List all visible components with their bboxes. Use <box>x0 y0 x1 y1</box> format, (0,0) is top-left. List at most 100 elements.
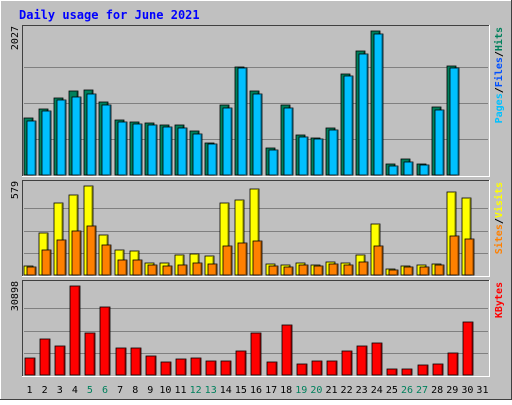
day-11-bars <box>174 254 188 276</box>
day-9-bars <box>145 355 157 376</box>
day-24-bars <box>371 342 383 376</box>
x-tick-label: 18 <box>280 385 292 396</box>
y-axis-max-label: 2027 <box>10 26 21 50</box>
bar-files <box>71 96 82 176</box>
legend-entry: KBytes <box>494 282 505 318</box>
x-tick-label: 9 <box>147 385 153 396</box>
bar-kbytes <box>54 345 66 376</box>
day-27-bars <box>416 163 430 176</box>
legend-separator: / <box>494 218 505 224</box>
day-12-bars <box>189 253 203 276</box>
day-19-bars <box>295 262 309 276</box>
bar-kbytes <box>160 361 172 376</box>
x-tick-label: 10 <box>159 385 171 396</box>
day-20-bars <box>311 360 323 376</box>
bar-files <box>449 67 460 176</box>
day-4-bars <box>68 90 82 176</box>
day-14-bars <box>219 202 233 276</box>
x-tick-label: 28 <box>431 385 443 396</box>
bar-sites <box>162 265 173 276</box>
day-1-bars <box>24 357 36 376</box>
day-16-bars <box>249 188 263 276</box>
day-11-bars <box>174 124 188 176</box>
day-1-bars <box>23 117 37 176</box>
day-5-bars <box>83 89 97 176</box>
x-tick-label: 20 <box>310 385 322 396</box>
day-24-bars <box>370 30 384 176</box>
day-8-bars <box>129 250 143 276</box>
bar-kbytes <box>356 345 368 376</box>
bar-kbytes <box>386 368 398 376</box>
x-tick-label: 19 <box>295 385 307 396</box>
bar-kbytes <box>115 347 127 376</box>
bar-files <box>298 136 309 176</box>
bar-sites <box>373 245 384 276</box>
bar-files <box>147 124 158 176</box>
day-12-bars <box>189 130 203 176</box>
day-30-bars <box>462 321 474 376</box>
bar-kbytes <box>417 364 429 376</box>
legend-entry: Hits <box>493 27 505 51</box>
day-20-bars <box>310 137 324 176</box>
day-16-bars <box>250 332 262 376</box>
day-27-bars <box>416 264 430 276</box>
bar-sites <box>192 262 203 276</box>
bar-files <box>328 129 339 176</box>
day-21-bars <box>326 360 338 376</box>
y-axis-max-label: 579 <box>10 181 21 199</box>
bar-kbytes <box>432 363 444 376</box>
day-1-bars <box>23 265 37 276</box>
x-tick-label: 21 <box>325 385 337 396</box>
day-4-bars <box>69 285 81 376</box>
bar-files <box>56 99 67 176</box>
day-6-bars <box>99 306 111 376</box>
day-15-bars <box>234 199 248 276</box>
day-17-bars <box>266 361 278 376</box>
bar-sites <box>237 242 248 276</box>
bar-files <box>283 107 294 176</box>
day-17-bars <box>265 147 279 176</box>
bar-sites <box>26 266 37 276</box>
day-3-bars <box>54 345 66 376</box>
bar-files <box>358 53 369 176</box>
bar-sites <box>86 225 97 276</box>
bar-kbytes <box>462 321 474 376</box>
bar-files <box>252 93 263 176</box>
bar-kbytes <box>250 332 262 376</box>
bar-kbytes <box>205 360 217 376</box>
bars-kbytes <box>24 285 474 376</box>
day-21-bars <box>325 127 339 176</box>
bar-sites <box>132 259 143 276</box>
day-13-bars <box>205 360 217 376</box>
bar-sites <box>403 266 414 276</box>
x-tick-label: 30 <box>461 385 473 396</box>
x-tick-label: 11 <box>174 385 186 396</box>
legend-entry: Files <box>493 57 505 87</box>
day-12-bars <box>190 357 202 376</box>
x-tick-label: 31 <box>476 385 488 396</box>
bar-files <box>313 138 324 176</box>
x-tick-label: 14 <box>220 385 232 396</box>
bar-sites <box>434 264 445 276</box>
day-15-bars <box>234 66 248 176</box>
day-7-bars <box>115 347 127 376</box>
day-15-bars <box>235 350 247 376</box>
bar-sites <box>343 264 354 276</box>
bar-kbytes <box>190 357 202 376</box>
bar-kbytes <box>401 368 413 376</box>
day-14-bars <box>219 104 233 176</box>
day-22-bars <box>340 262 354 276</box>
day-29-bars <box>447 352 459 376</box>
x-tick-label: 29 <box>446 385 458 396</box>
bar-sites <box>207 263 218 276</box>
bar-files <box>101 104 112 176</box>
day-17-bars <box>265 263 279 276</box>
day-24-bars <box>370 223 384 276</box>
bar-sites <box>358 261 369 276</box>
panel-kbytes: 30898 KBytes <box>10 280 505 377</box>
day-25-bars <box>386 368 398 376</box>
x-tick-label: 1 <box>27 385 33 396</box>
day-28-bars <box>432 363 444 376</box>
day-29-bars <box>446 191 460 276</box>
y-axis-max-label: 30898 <box>10 281 21 311</box>
